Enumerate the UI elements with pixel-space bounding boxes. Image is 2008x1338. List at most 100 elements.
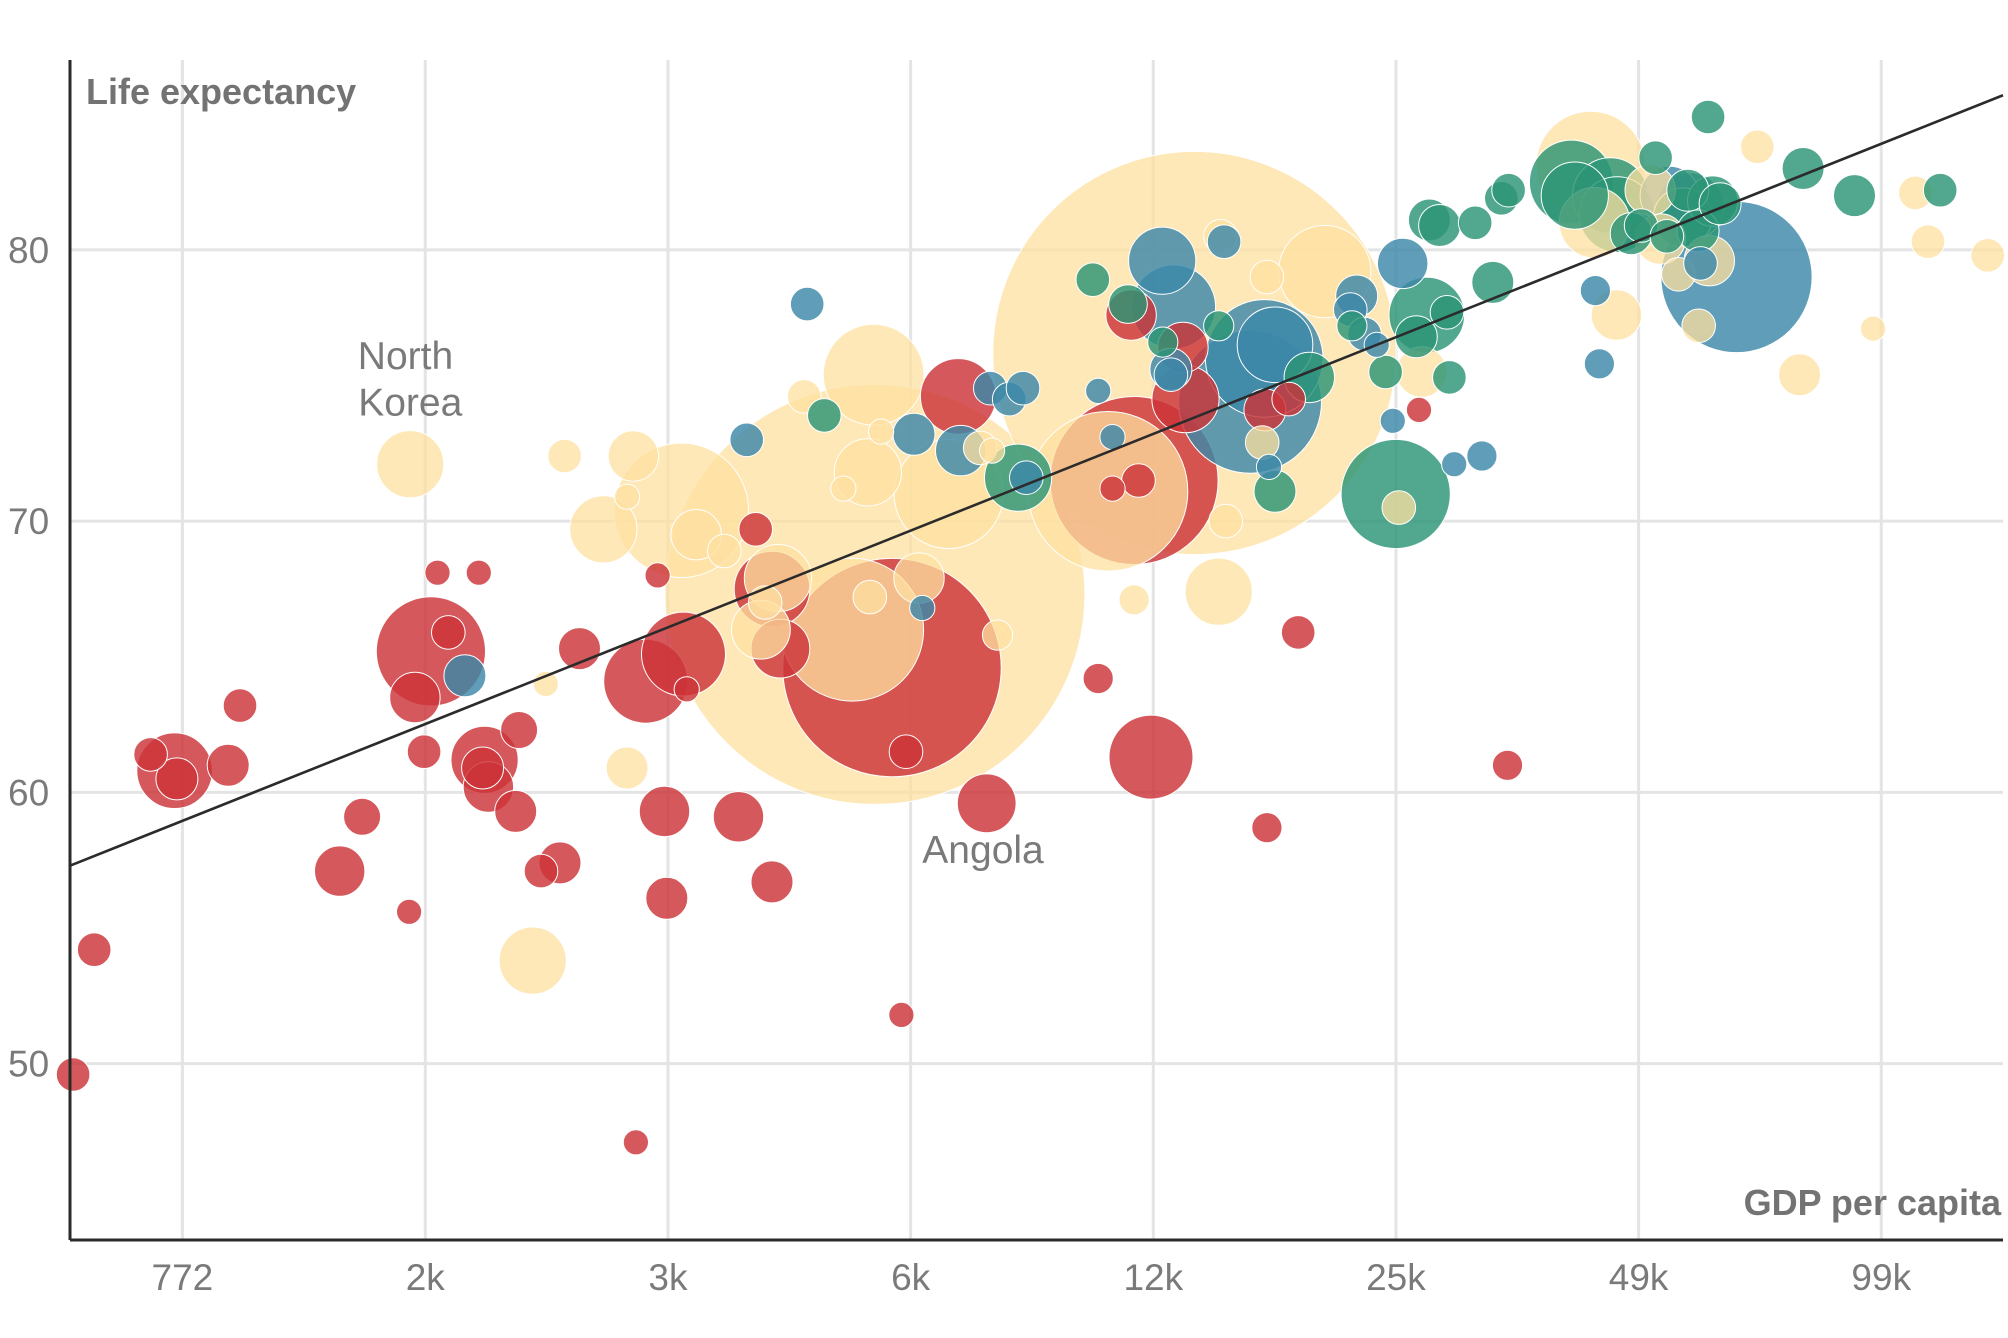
bubble-americas[interactable] [1583, 348, 1616, 380]
bubble-asia[interactable] [547, 438, 582, 474]
bubble-africa[interactable] [133, 737, 168, 772]
bubble-europe[interactable] [1108, 284, 1148, 324]
bubble-europe[interactable] [1833, 174, 1876, 218]
bubble-africa[interactable] [750, 860, 794, 904]
bubble-americas[interactable] [789, 286, 825, 322]
bubble-africa[interactable] [1405, 396, 1433, 423]
bubble-africa[interactable] [638, 785, 691, 838]
bubble-asia[interactable] [607, 430, 660, 482]
bubble-americas[interactable] [1379, 407, 1406, 434]
bubble-africa[interactable] [645, 876, 689, 920]
bubble-africa[interactable] [461, 746, 505, 790]
bubble-asia[interactable] [981, 619, 1014, 651]
bubble-americas[interactable] [1377, 237, 1429, 290]
bubble-africa[interactable] [1108, 714, 1194, 800]
bubble-europe[interactable] [1075, 262, 1111, 298]
bubble-africa[interactable] [222, 688, 258, 723]
bubble-asia[interactable] [1681, 308, 1716, 344]
bubble-americas[interactable] [443, 654, 487, 698]
bubble-europe[interactable] [1690, 99, 1726, 135]
bubble-europe[interactable] [1457, 205, 1493, 241]
bubble-asia[interactable] [1249, 259, 1285, 295]
bubble-americas[interactable] [1255, 453, 1283, 480]
bubble-asia[interactable] [1184, 557, 1253, 626]
bubble-asia[interactable] [1244, 425, 1280, 460]
bubble-europe[interactable] [1203, 310, 1235, 342]
bubble-europe[interactable] [807, 398, 842, 433]
bubble-asia[interactable] [569, 495, 638, 564]
bubble-americas[interactable] [1683, 246, 1718, 281]
bubble-africa[interactable] [888, 1001, 915, 1029]
bubble-europe[interactable] [1368, 354, 1403, 390]
bubble-africa[interactable] [622, 1129, 650, 1156]
bubble-asia[interactable] [979, 437, 1006, 464]
bubble-europe[interactable] [1471, 260, 1515, 304]
bubble-africa[interactable] [155, 757, 199, 801]
bubble-africa[interactable] [712, 791, 765, 843]
bubble-africa[interactable] [644, 562, 671, 589]
bubble-asia[interactable] [1381, 490, 1417, 525]
bubble-africa[interactable] [206, 743, 250, 787]
bubble-africa[interactable] [343, 797, 382, 836]
bubble-europe[interactable] [1698, 182, 1742, 226]
bubble-africa[interactable] [1099, 475, 1126, 502]
bubble-africa[interactable] [431, 615, 466, 650]
bubble-americas[interactable] [729, 422, 765, 458]
bubble-asia[interactable] [614, 483, 641, 510]
bubble-asia[interactable] [747, 585, 783, 620]
bubble-africa[interactable] [396, 898, 423, 925]
bubble-americas[interactable] [1579, 275, 1612, 307]
bubble-asia[interactable] [868, 418, 895, 445]
bubble-asia[interactable] [1740, 129, 1775, 165]
bubble-africa[interactable] [424, 559, 451, 586]
bubble-africa[interactable] [1280, 615, 1316, 650]
bubble-americas[interactable] [1206, 224, 1242, 259]
bubble-africa[interactable] [76, 932, 112, 968]
bubble-africa[interactable] [314, 845, 366, 897]
bubble-asia[interactable] [1208, 503, 1243, 539]
bubble-asia[interactable] [605, 746, 649, 790]
bubble-asia[interactable] [1778, 353, 1822, 397]
bubble-asia[interactable] [707, 533, 742, 569]
bubble-asia[interactable] [1860, 315, 1887, 342]
bubble-americas[interactable] [1466, 440, 1498, 472]
bubble-asia[interactable] [376, 430, 445, 499]
bubble-europe[interactable] [1432, 360, 1467, 395]
bubble-africa[interactable] [1251, 812, 1283, 844]
bubble-europe[interactable] [1418, 204, 1462, 247]
bubble-europe[interactable] [1491, 172, 1526, 208]
bubble-africa[interactable] [673, 676, 700, 703]
bubble-europe[interactable] [1147, 326, 1179, 358]
bubble-africa[interactable] [956, 773, 1017, 834]
bubble-europe[interactable] [1336, 310, 1368, 342]
bubble-americas[interactable] [1128, 226, 1197, 295]
bubble-africa[interactable] [465, 559, 492, 586]
bubble-americas[interactable] [892, 412, 936, 456]
bubble-africa[interactable] [494, 789, 538, 833]
bubble-asia[interactable] [1118, 584, 1150, 616]
bubble-americas[interactable] [1005, 370, 1041, 406]
bubble-africa[interactable] [389, 671, 441, 724]
bubble-africa[interactable] [1121, 463, 1156, 498]
bubble-africa[interactable] [1271, 381, 1306, 417]
bubble-asia[interactable] [498, 926, 567, 995]
bubble-africa[interactable] [1082, 662, 1114, 695]
bubble-africa[interactable] [55, 1057, 91, 1092]
bubble-americas[interactable] [909, 594, 936, 622]
bubble-asia[interactable] [852, 579, 888, 615]
bubble-africa[interactable] [406, 734, 442, 770]
bubble-asia[interactable] [1910, 224, 1946, 259]
bubble-africa[interactable] [500, 711, 539, 749]
bubble-africa[interactable] [1491, 749, 1524, 781]
bubble-europe[interactable] [1638, 140, 1673, 175]
bubble-asia[interactable] [1970, 238, 2005, 273]
bubble-africa[interactable] [888, 734, 924, 770]
bubble-americas[interactable] [1153, 357, 1189, 393]
bubble-americas[interactable] [1085, 377, 1112, 404]
bubble-asia[interactable] [830, 475, 857, 502]
bubble-africa[interactable] [523, 853, 559, 889]
bubble-americas[interactable] [1441, 451, 1468, 478]
bubble-europe[interactable] [1540, 161, 1609, 230]
bubble-europe[interactable] [1922, 172, 1958, 208]
bubble-africa[interactable] [738, 512, 774, 547]
